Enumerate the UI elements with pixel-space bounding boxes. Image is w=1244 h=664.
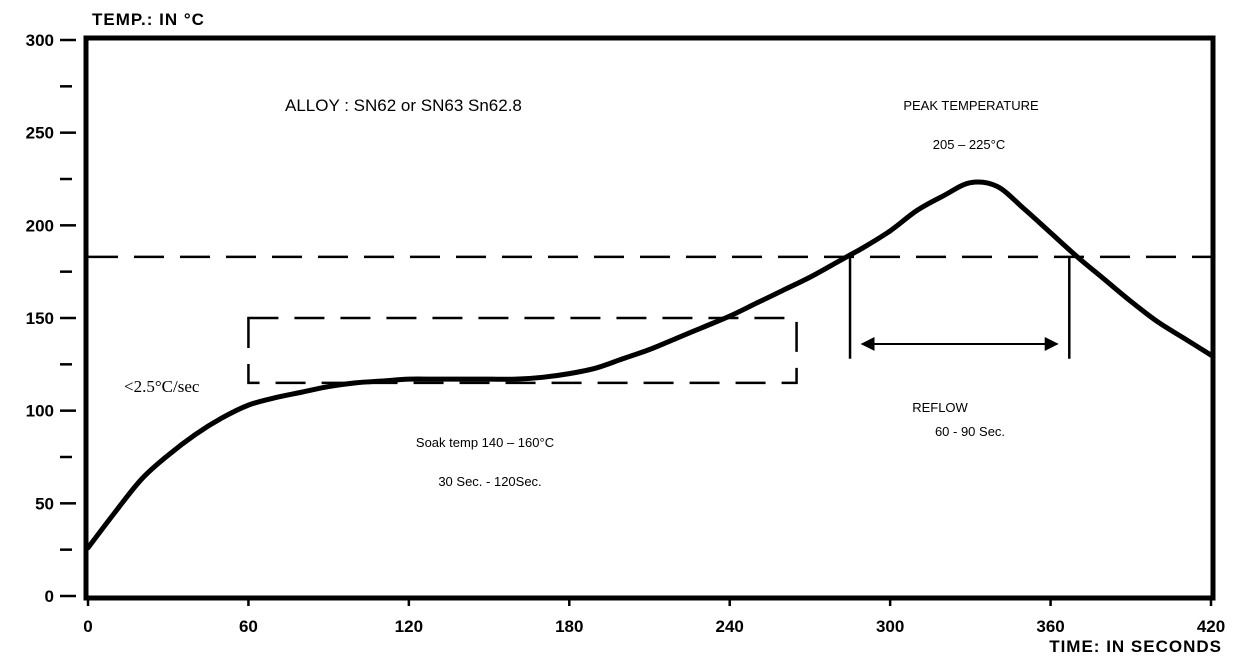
x-tick-label: 420 <box>1197 617 1225 636</box>
x-tick-label: 180 <box>555 617 583 636</box>
x-tick-label: 0 <box>83 617 92 636</box>
soak-temp-label: Soak temp 140 – 160°C <box>416 435 554 450</box>
x-tick-label: 300 <box>876 617 904 636</box>
temperature-profile-line <box>85 179 1214 551</box>
reflow-time-label: 60 - 90 Sec. <box>935 424 1005 439</box>
soak-zone-box <box>247 316 798 385</box>
x-tick-label: 240 <box>716 617 744 636</box>
y-tick-label: 250 <box>26 124 54 143</box>
x-tick-label: 60 <box>239 617 258 636</box>
alloy-label: ALLOY : SN62 or SN63 Sn62.8 <box>285 96 522 115</box>
reflow-label: REFLOW <box>912 400 968 415</box>
x-axis-title: TIME: IN SECONDS <box>1049 637 1222 656</box>
peak-temperature-label: PEAK TEMPERATURE <box>903 98 1039 113</box>
peak-temperature-range: 205 – 225°C <box>933 137 1005 152</box>
y-tick-label: 0 <box>45 587 54 606</box>
y-tick-label: 50 <box>35 494 54 513</box>
plot-frame <box>83 35 1216 601</box>
y-tick-label: 100 <box>26 402 54 421</box>
y-tick-label: 150 <box>26 309 54 328</box>
x-tick-label: 120 <box>395 617 423 636</box>
x-tick-label: 360 <box>1036 617 1064 636</box>
soak-time-label: 30 Sec. - 120Sec. <box>438 474 541 489</box>
y-axis-title: TEMP.: IN °C <box>92 10 205 29</box>
y-tick-label: 200 <box>26 216 54 235</box>
y-tick-label: 300 <box>26 31 54 50</box>
ramp-rate-label: <2.5°C/sec <box>124 377 200 396</box>
